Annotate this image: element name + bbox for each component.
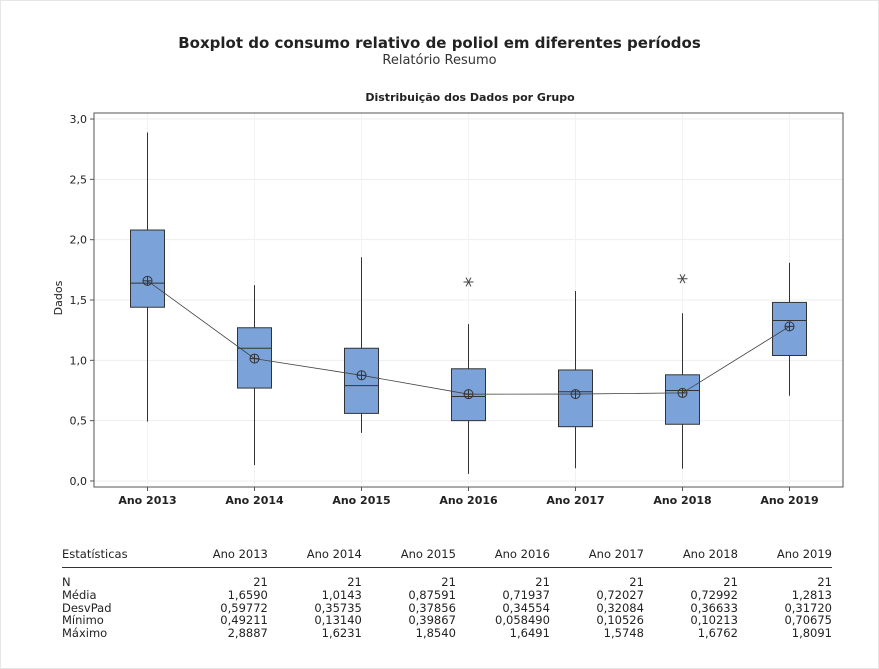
stats-column-header: Ano 2014 (267, 545, 362, 568)
stats-cell: 0,72992 (690, 587, 738, 602)
y-axis: 0,0 0,5 1,0 1,5 2,0 2,5 3,0 (70, 113, 94, 488)
x-tick-label: Ano 2015 (332, 494, 390, 507)
stats-cell: 0,72027 (596, 587, 644, 602)
stats-cell: 0,34554 (502, 600, 550, 615)
stats-cell: 0,31720 (784, 600, 832, 615)
mean-marker (249, 353, 260, 364)
stats-cell: 21 (347, 575, 362, 589)
mean-marker (784, 321, 795, 332)
stats-column-header: Ano 2019 (737, 545, 832, 568)
stats-row-label: DesvPad (62, 600, 112, 615)
x-tick-label: Ano 2017 (546, 494, 604, 507)
stats-cell: 0,10526 (596, 613, 644, 628)
statistics-table: Estatísticas Ano 2013 Ano 2014 Ano 2015 Ano… (62, 545, 832, 640)
stats-header-label: Estatísticas (62, 545, 174, 568)
stats-column-header: Ano 2015 (361, 545, 456, 568)
x-tick-label: Ano 2018 (653, 494, 711, 507)
mean-marker (463, 389, 474, 400)
stats-cell: 0,35735 (314, 600, 362, 615)
box-ano-2013 (130, 132, 165, 422)
stats-cell: 1,6762 (697, 626, 738, 641)
y-tick-label: 0,0 (70, 475, 88, 488)
stats-row-label: Máximo (62, 626, 108, 641)
stats-row: Máximo 2,8887 1,6231 1,8540 1,6491 1,5748 1,67… (62, 627, 832, 640)
y-tick-label: 1,0 (70, 354, 88, 367)
stats-cell: 0,10213 (690, 613, 738, 628)
stats-cell: 21 (629, 575, 644, 589)
stats-cell: 2,8887 (227, 626, 268, 641)
stats-cell: 1,5748 (603, 626, 644, 641)
stats-cell: 21 (817, 575, 832, 589)
x-tick-label: Ano 2013 (118, 494, 176, 507)
report-subtitle: Relatório Resumo (382, 53, 497, 68)
stats-cell: 0,39867 (408, 613, 456, 628)
stats-row: N 21 21 21 21 21 21 21 (62, 576, 832, 589)
stats-column-header: Ano 2013 (173, 545, 268, 568)
stats-cell: 0,36633 (690, 600, 738, 615)
mean-marker (677, 387, 688, 398)
mean-layer (142, 275, 795, 400)
mean-marker (356, 370, 367, 381)
outlier-marker (463, 277, 474, 287)
box-iqr (665, 374, 700, 425)
stats-cell: 1,0143 (321, 587, 362, 602)
stats-cell: 21 (253, 575, 268, 589)
stats-cell: 0,70675 (784, 613, 832, 628)
y-tick-label: 2,5 (70, 173, 88, 186)
stats-cell: 1,6590 (227, 587, 268, 602)
x-tick-label: Ano 2019 (760, 494, 818, 507)
mean-marker (142, 275, 153, 286)
y-tick-label: 3,0 (70, 113, 88, 126)
stats-cell: 0,71937 (502, 587, 550, 602)
stats-column-header: Ano 2016 (455, 545, 550, 568)
outlier-stroke (679, 274, 686, 284)
stats-cell: 1,6231 (321, 626, 362, 641)
x-tick-label: Ano 2014 (225, 494, 284, 507)
stats-row-label: Média (62, 587, 97, 602)
stats-cell: 0,13140 (314, 613, 362, 628)
stats-header-row: Estatísticas Ano 2013 Ano 2014 Ano 2015 Ano… (62, 545, 832, 568)
stats-cell: 0,32084 (596, 600, 644, 615)
stats-cell: 21 (535, 575, 550, 589)
stats-cell: 21 (723, 575, 738, 589)
boxplot-chart: Distribuição dos Dados por Grupo Dados 0… (52, 91, 844, 507)
stats-cell: 0,59772 (220, 600, 268, 615)
outlier-stroke (465, 277, 472, 287)
y-tick-label: 0,5 (70, 415, 88, 428)
stats-row-label: N (62, 575, 71, 589)
box-ano-2017 (558, 290, 593, 469)
stats-column-header: Ano 2018 (643, 545, 738, 568)
mean-marker (570, 389, 581, 400)
stats-cell: 21 (441, 575, 456, 589)
stats-row: Mínimo 0,49211 0,13140 0,39867 0,058490 0,105… (62, 614, 832, 627)
stats-cell: 0,87591 (408, 587, 456, 602)
y-tick-label: 1,5 (70, 294, 88, 307)
stats-row-label: Mínimo (62, 613, 104, 628)
stats-cell: 0,37856 (408, 600, 456, 615)
stats-cell: 1,8091 (791, 626, 832, 641)
stats-cell: 1,6491 (509, 626, 550, 641)
y-tick-label: 2,0 (70, 234, 88, 247)
box-ano-2014 (237, 285, 272, 466)
box-ano-2015 (344, 257, 379, 433)
stats-cell: 0,49211 (220, 613, 268, 628)
box-iqr (130, 229, 165, 308)
box-iqr (344, 347, 379, 414)
stats-row: Média 1,6590 1,0143 0,87591 0,71937 0,72027 0,… (62, 587, 832, 602)
x-axis: Ano 2013 Ano 2014 Ano 2015 Ano 2016 Ano 2017… (118, 487, 819, 507)
stats-column-header: Ano 2017 (549, 545, 644, 568)
stats-body: N 21 21 21 21 21 21 21 Média 1,6590 1,0143 0,87591 0… (62, 568, 832, 640)
y-axis-label: Dados (52, 280, 65, 315)
stats-cell: 1,8540 (415, 626, 456, 641)
stats-row: DesvPad 0,59772 0,35735 0,37856 0,34554 0,320… (62, 600, 832, 615)
stats-cell: 1,2813 (791, 587, 832, 602)
outlier-marker (677, 274, 688, 284)
box-ano-2018 (665, 274, 700, 469)
x-tick-label: Ano 2016 (439, 494, 498, 507)
chart-title: Distribuição dos Dados por Grupo (365, 91, 575, 104)
stats-cell: 0,058490 (495, 613, 550, 628)
report-title: Boxplot do consumo relativo de poliol em… (178, 34, 701, 52)
